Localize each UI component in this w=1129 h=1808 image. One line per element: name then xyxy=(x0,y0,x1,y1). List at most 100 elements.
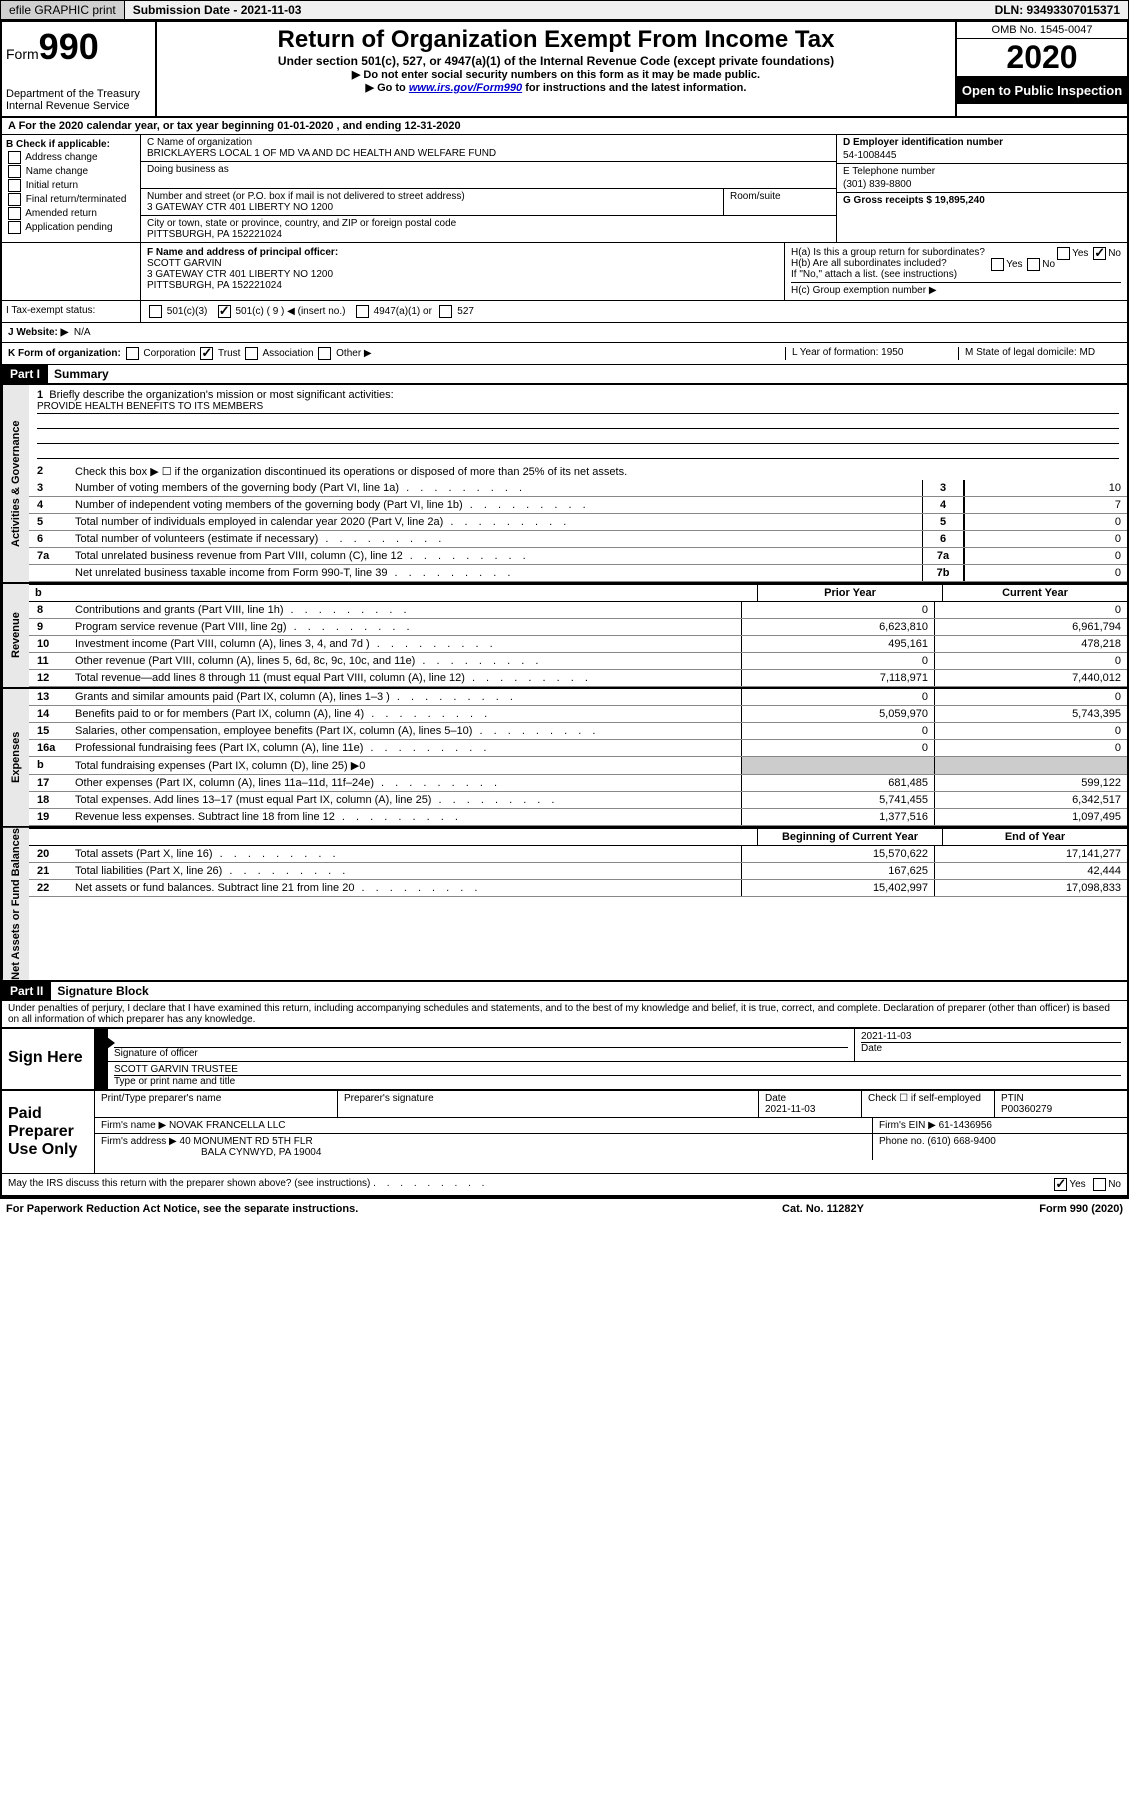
table-row: bTotal fundraising expenses (Part IX, co… xyxy=(29,757,1127,775)
mission-label: Briefly describe the organization's miss… xyxy=(49,389,393,401)
form-ref: Form 990 (2020) xyxy=(923,1203,1123,1215)
table-row: 8Contributions and grants (Part VIII, li… xyxy=(29,602,1127,619)
paid-preparer-block: Paid Preparer Use Only Print/Type prepar… xyxy=(2,1090,1127,1174)
form-990-page: efile GRAPHIC print Submission Date - 20… xyxy=(0,0,1129,1219)
sig-name-label: Type or print name and title xyxy=(114,1075,1121,1087)
firm-name-label: Firm's name ▶ xyxy=(101,1120,166,1131)
street: 3 GATEWAY CTR 401 LIBERTY NO 1200 xyxy=(147,202,717,213)
cb-name-change[interactable]: Name change xyxy=(6,165,136,178)
irs-link[interactable]: www.irs.gov/Form990 xyxy=(409,82,522,94)
cb-initial-return[interactable]: Initial return xyxy=(6,179,136,192)
prior-year-header: Prior Year xyxy=(757,585,942,601)
officer-addr1: 3 GATEWAY CTR 401 LIBERTY NO 1200 xyxy=(147,269,778,280)
street-label: Number and street (or P.O. box if mail i… xyxy=(147,191,717,202)
current-year-header: Current Year xyxy=(942,585,1127,601)
paid-prep-body: Print/Type preparer's name Preparer's si… xyxy=(95,1091,1127,1173)
box-c: C Name of organization BRICKLAYERS LOCAL… xyxy=(141,135,837,242)
side-netassets: Net Assets or Fund Balances xyxy=(2,828,29,980)
city: PITTSBURGH, PA 152221024 xyxy=(147,229,830,240)
table-row: 19Revenue less expenses. Subtract line 1… xyxy=(29,809,1127,826)
part1-header-row: Part I Summary xyxy=(2,365,1127,385)
prep-date-label: Date xyxy=(765,1093,855,1104)
sign-body: Signature of officer 2021-11-03 Date SCO… xyxy=(108,1029,1127,1089)
note-2: ▶ Go to www.irs.gov/Form990 for instruct… xyxy=(165,81,947,94)
box-de: D Employer identification number 54-1008… xyxy=(837,135,1127,242)
table-row: 14Benefits paid to or for members (Part … xyxy=(29,706,1127,723)
form-label: Form xyxy=(6,46,39,62)
table-row: 20Total assets (Part X, line 16)15,570,6… xyxy=(29,846,1127,863)
form-number: 990 xyxy=(39,26,99,67)
website-label: J Website: ▶ xyxy=(8,327,68,338)
form-header: Form990 Department of the Treasury Inter… xyxy=(2,22,1127,118)
cb-address-change[interactable]: Address change xyxy=(6,151,136,164)
cat-no: Cat. No. 11282Y xyxy=(723,1203,923,1215)
table-row: 10Investment income (Part VIII, column (… xyxy=(29,636,1127,653)
summary-line: 4Number of independent voting members of… xyxy=(29,497,1127,514)
dba-label: Doing business as xyxy=(147,164,830,175)
form-title: Return of Organization Exempt From Incom… xyxy=(165,26,947,54)
row-m: M State of legal domicile: MD xyxy=(958,347,1121,360)
irs-discuss-text: May the IRS discuss this return with the… xyxy=(8,1178,370,1189)
mission-value: PROVIDE HEALTH BENEFITS TO ITS MEMBERS xyxy=(37,401,1119,414)
sig-date: 2021-11-03 xyxy=(861,1031,1121,1042)
firm-phone: (610) 668-9400 xyxy=(927,1136,995,1147)
note2-pre: ▶ Go to xyxy=(366,82,409,94)
tax-year: 2020 xyxy=(957,39,1127,77)
header-right: OMB No. 1545-0047 2020 Open to Public In… xyxy=(955,22,1127,116)
street-row: Number and street (or P.O. box if mail i… xyxy=(141,189,836,216)
efile-print-button[interactable]: efile GRAPHIC print xyxy=(1,1,125,19)
room-suite: Room/suite xyxy=(724,189,836,215)
box-b-label: B Check if applicable: xyxy=(6,139,136,150)
summary-line: Net unrelated business taxable income fr… xyxy=(29,565,1127,582)
website-value: N/A xyxy=(74,327,91,338)
prep-row-1: Print/Type preparer's name Preparer's si… xyxy=(95,1091,1127,1118)
firm-ein: 61-1436956 xyxy=(939,1120,992,1131)
line-2: 2 Check this box ▶ ☐ if the organization… xyxy=(29,463,1127,480)
end-year-header: End of Year xyxy=(942,829,1127,845)
row-fh: F Name and address of principal officer:… xyxy=(2,243,1127,301)
firm-ein-label: Firm's EIN ▶ xyxy=(879,1120,936,1131)
form-subtitle: Under section 501(c), 527, or 4947(a)(1)… xyxy=(165,54,947,68)
row-j: J Website: ▶ N/A xyxy=(2,323,1127,343)
h-c: H(c) Group exemption number ▶ xyxy=(791,282,1121,296)
net-col-header: Beginning of Current Year End of Year xyxy=(29,828,1127,846)
gross-receipts: G Gross receipts $ 19,895,240 xyxy=(837,193,1127,208)
prep-sig-label: Preparer's signature xyxy=(338,1091,759,1117)
header-mid: Return of Organization Exempt From Incom… xyxy=(157,22,955,116)
page-footer: For Paperwork Reduction Act Notice, see … xyxy=(0,1199,1129,1219)
cb-amended[interactable]: Amended return xyxy=(6,207,136,220)
ein-value: 54-1008445 xyxy=(843,150,1121,161)
paperwork-notice: For Paperwork Reduction Act Notice, see … xyxy=(6,1203,723,1215)
section-governance: Activities & Governance 1 Briefly descri… xyxy=(2,385,1127,584)
sig-date-label: Date xyxy=(861,1042,1121,1054)
summary-line: 5Total number of individuals employed in… xyxy=(29,514,1127,531)
sign-arrow xyxy=(95,1029,108,1089)
sig-row-2: SCOTT GARVIN TRUSTEE Type or print name … xyxy=(108,1062,1127,1089)
sig-officer-label: Signature of officer xyxy=(114,1047,848,1059)
ptin-value: P00360279 xyxy=(1001,1104,1121,1115)
part2-header: Part II xyxy=(2,982,51,1000)
firm-phone-label: Phone no. xyxy=(879,1136,925,1147)
part1-header: Part I xyxy=(2,365,48,383)
officer-addr2: PITTSBURGH, PA 152221024 xyxy=(147,280,778,291)
phone-value: (301) 839-8800 xyxy=(843,179,1121,190)
summary-line: 7aTotal unrelated business revenue from … xyxy=(29,548,1127,565)
officer-label: F Name and address of principal officer: xyxy=(147,247,778,258)
note2-post: for instructions and the latest informat… xyxy=(522,82,746,94)
sig-row-1: Signature of officer 2021-11-03 Date xyxy=(108,1029,1127,1062)
part2-header-row: Part II Signature Block xyxy=(2,982,1127,1001)
section-expenses: Expenses 13Grants and similar amounts pa… xyxy=(2,689,1127,828)
table-row: 21Total liabilities (Part X, line 26)167… xyxy=(29,863,1127,880)
part1-title: Summary xyxy=(48,365,115,383)
prep-self-emp: Check ☐ if self-employed xyxy=(862,1091,995,1117)
table-row: 11Other revenue (Part VIII, column (A), … xyxy=(29,653,1127,670)
box-f: F Name and address of principal officer:… xyxy=(141,243,785,300)
cb-application[interactable]: Application pending xyxy=(6,221,136,234)
dln: DLN: 93493307015371 xyxy=(987,1,1128,19)
org-name-row: C Name of organization BRICKLAYERS LOCAL… xyxy=(141,135,836,162)
cb-final-return[interactable]: Final return/terminated xyxy=(6,193,136,206)
side-expenses: Expenses xyxy=(2,689,29,826)
org-name: BRICKLAYERS LOCAL 1 OF MD VA AND DC HEAL… xyxy=(147,148,830,159)
begin-year-header: Beginning of Current Year xyxy=(757,829,942,845)
sign-here-label: Sign Here xyxy=(2,1029,95,1089)
